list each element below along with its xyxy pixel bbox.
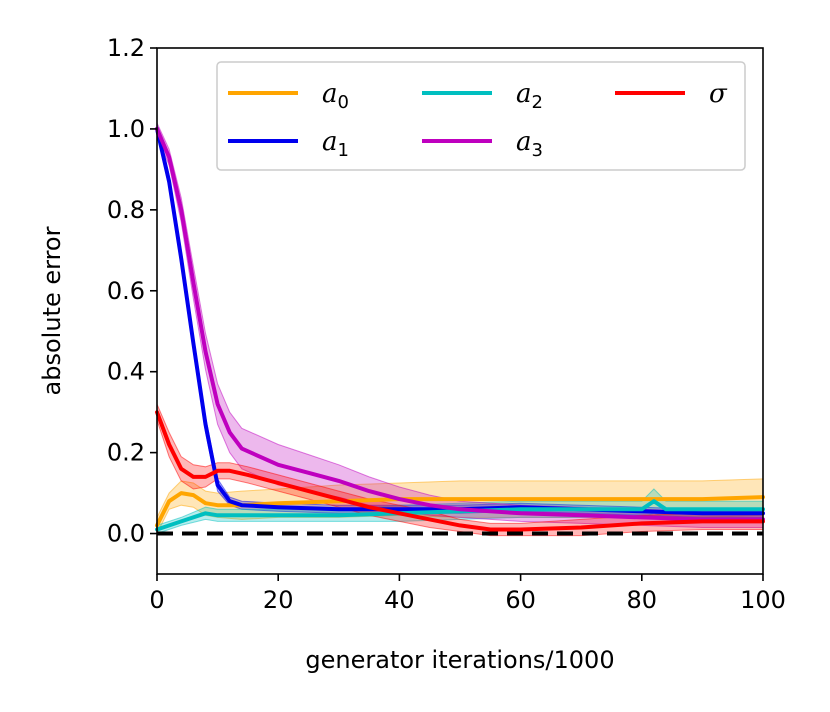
line-series-3 — [155, 126, 765, 522]
x-tick-label: 40 — [384, 586, 415, 614]
line-series-4 — [155, 410, 765, 532]
series-lines — [155, 126, 765, 532]
legend-subscript-2: 2 — [532, 92, 543, 113]
line-series-0 — [155, 491, 765, 528]
plot-frame — [156, 47, 764, 575]
legend-subscript-3: 3 — [532, 140, 543, 161]
legend-subscript-1: 1 — [338, 140, 349, 161]
y-tick-label: 0.8 — [107, 196, 145, 224]
y-tick-label: 0.2 — [107, 439, 145, 467]
legend-label-4: σ — [709, 79, 728, 109]
y-tick-label: 0.4 — [107, 358, 145, 386]
y-axis-label: absolute error — [38, 226, 66, 395]
y-axis-ticks: 0.0 0.2 0.4 0.6 0.8 1.0 1.2 — [107, 34, 157, 548]
x-axis-label: generator iterations/1000 — [305, 646, 614, 674]
x-tick-label: 100 — [740, 586, 786, 614]
x-tick-label: 80 — [627, 586, 658, 614]
x-axis-ticks: 0 20 40 60 80 100 — [149, 574, 786, 614]
x-tick-label: 60 — [505, 586, 536, 614]
y-tick-label: 1.2 — [107, 34, 145, 62]
legend-box — [216, 61, 746, 171]
y-tick-label: 1.0 — [107, 115, 145, 143]
x-tick-label: 0 — [149, 586, 164, 614]
y-tick-label: 0.0 — [107, 520, 145, 548]
y-tick-label: 0.6 — [107, 277, 145, 305]
legend-subscript-0: 0 — [338, 92, 349, 113]
x-tick-label: 20 — [263, 586, 294, 614]
